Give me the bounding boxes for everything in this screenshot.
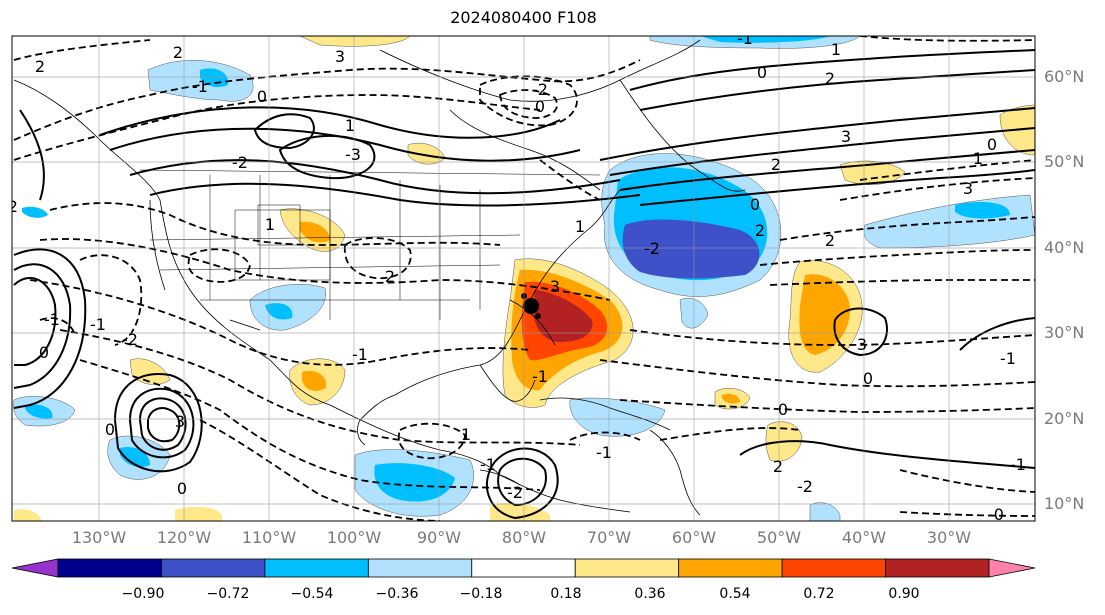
- colorbar-segment: [781, 558, 886, 578]
- contour-label: 2: [385, 267, 395, 286]
- contour-label: 2: [825, 231, 835, 250]
- contour-label: 3: [857, 335, 867, 354]
- contour-label: 1: [575, 217, 585, 236]
- contour-label: -1: [44, 310, 60, 329]
- lon-label: 30°W: [926, 528, 972, 547]
- colorbar-segment: [471, 558, 576, 578]
- colorbar-segment: [678, 558, 783, 578]
- contour-label: 1: [461, 425, 471, 444]
- colorbar-tick-label: −0.36: [375, 586, 419, 602]
- contour-label: 2: [173, 43, 183, 62]
- contour-label: -2: [797, 477, 813, 496]
- graticule: [12, 36, 1035, 521]
- lon-label: 120°W: [156, 528, 212, 547]
- lon-label: 100°W: [326, 528, 382, 547]
- contour-label: -1: [1000, 349, 1016, 368]
- colorbar-tick-label: 0.54: [719, 586, 751, 602]
- contour-label: 0: [750, 195, 760, 214]
- contour-label: 0: [39, 343, 49, 362]
- contour-label: -2: [2, 197, 18, 216]
- contour-label: 1: [973, 149, 983, 168]
- colorbar-tick-label: 0.90: [888, 586, 920, 602]
- colorbar-tick-label: −0.54: [290, 586, 334, 602]
- contour-label: -1: [1010, 455, 1026, 474]
- colorbar-segment: [264, 558, 369, 578]
- map-title: 2024080400 F108: [450, 8, 597, 27]
- lon-label: 110°W: [241, 528, 297, 547]
- contour-label: 0: [778, 400, 788, 419]
- contour-label: -2: [644, 239, 660, 258]
- colorbar: [11, 558, 1036, 578]
- contour-label: 2: [773, 457, 783, 476]
- solid-contours: [13, 49, 1035, 520]
- colorbar-segment: [57, 558, 162, 578]
- contour-label: 1: [831, 40, 841, 59]
- contour-label: -1: [737, 29, 753, 48]
- contour-label: 0: [863, 369, 873, 388]
- contour-label-group: 2 3 2 -1 0 0 -2 0 2 1 -1 3 2 1 0 3 2 1 -…: [2, 29, 1026, 524]
- lon-label: 60°W: [671, 528, 717, 547]
- contour-label: 0: [757, 63, 767, 82]
- lat-label: 10°N: [1044, 494, 1085, 513]
- contour-label: 0: [987, 135, 997, 154]
- lon-label: 70°W: [586, 528, 632, 547]
- lon-label: 80°W: [501, 528, 547, 547]
- colorbar-segment: [161, 558, 266, 578]
- contour-label: -1: [480, 455, 496, 474]
- colorbar-segment: [367, 558, 473, 578]
- contour-label: -2: [122, 330, 138, 349]
- lat-label: 40°N: [1044, 238, 1085, 257]
- contour-label: 3: [841, 127, 851, 146]
- contour-label: 0: [105, 420, 115, 439]
- contour-label: -2: [532, 80, 548, 99]
- lon-label: 90°W: [416, 528, 462, 547]
- lat-label: 50°N: [1044, 152, 1085, 171]
- colorbar-tick-label: 0.18: [550, 586, 582, 602]
- colorbar-tick-label: −0.72: [206, 586, 250, 602]
- political-borders: [139, 169, 601, 320]
- lat-label: 30°N: [1044, 323, 1085, 342]
- contour-label: 3: [963, 179, 973, 198]
- colorbar-tick-label: 0.72: [803, 586, 835, 602]
- contour-label: 0: [177, 479, 187, 498]
- contour-label: -1: [532, 367, 548, 386]
- colorbar-extend-low: [11, 558, 59, 578]
- lat-label: 60°N: [1044, 67, 1085, 86]
- contour-label: 2: [755, 221, 765, 240]
- contour-label: 1: [345, 116, 355, 135]
- contour-label: 3: [335, 47, 345, 66]
- map-frame: [11, 35, 1036, 522]
- contour-label: 0: [257, 87, 267, 106]
- lon-label: 130°W: [71, 528, 127, 547]
- contour-label: 3: [175, 412, 185, 431]
- lon-label: 40°W: [841, 528, 887, 547]
- colorbar-tick-label: −0.18: [459, 586, 503, 602]
- contour-label: 2: [771, 155, 781, 174]
- contour-label: 3: [550, 277, 560, 296]
- contour-label: 1: [265, 215, 275, 234]
- contour-label: -3: [345, 145, 361, 164]
- colorbar-segment: [885, 558, 990, 578]
- contour-label: 2: [35, 57, 45, 76]
- dashed-contours: [13, 36, 1035, 521]
- shaded-anomalies: [13, 36, 1035, 521]
- tropical-storm-marker: [521, 293, 541, 319]
- contour-label: -1: [352, 345, 368, 364]
- colorbar-segment: [574, 558, 680, 578]
- contour-label: -2: [232, 153, 248, 172]
- colorbar-tick-label: −0.90: [121, 586, 165, 602]
- colorbar-extend-high: [988, 558, 1036, 578]
- colorbar-tick-label: 0.36: [634, 586, 666, 602]
- contour-label: 2: [825, 69, 835, 88]
- contour-label: -2: [507, 483, 523, 502]
- contour-label: 0: [535, 97, 545, 116]
- contour-label: -1: [596, 443, 612, 462]
- contour-label: -0: [988, 505, 1004, 524]
- contour-label: -1: [192, 77, 208, 96]
- lat-label: 20°N: [1044, 409, 1085, 428]
- contour-label: -1: [90, 315, 106, 334]
- lon-label: 50°W: [756, 528, 802, 547]
